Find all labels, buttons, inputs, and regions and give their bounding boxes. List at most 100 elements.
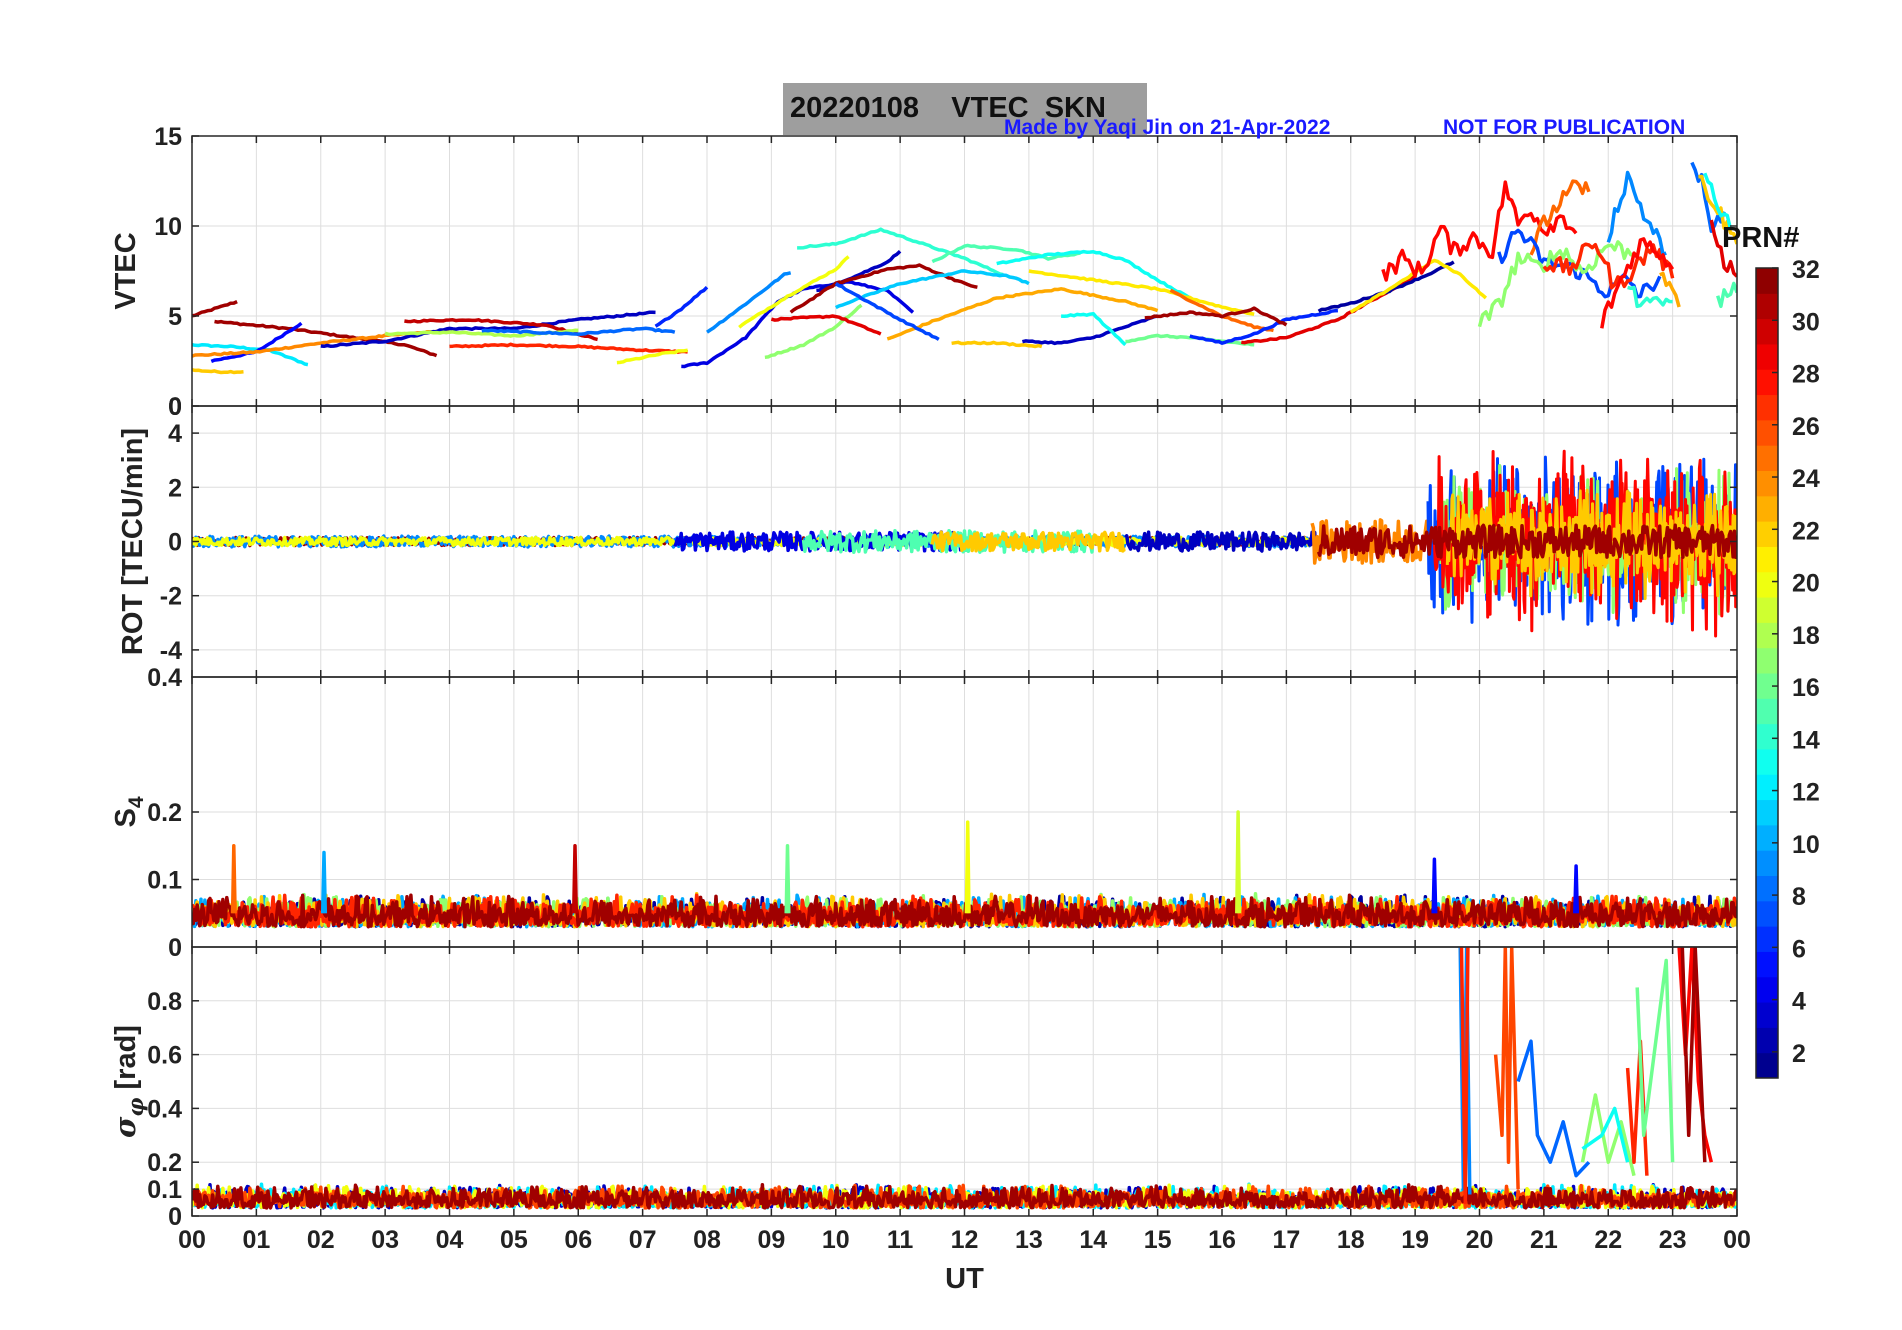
colorbar-frame <box>1755 267 1779 1079</box>
x-tick-label: 11 <box>887 1226 914 1254</box>
vtec-series-prn-9 <box>1606 170 1667 257</box>
colorbar-label: PRN# <box>1722 222 1800 254</box>
x-tick-label: 12 <box>951 1226 979 1254</box>
colorbar-tick-label: 18 <box>1792 622 1820 650</box>
x-tick-label: 19 <box>1401 1226 1429 1254</box>
burst-prn-27 <box>1459 947 1470 1205</box>
y-tick-label: 4 <box>168 420 182 448</box>
y-tick-label-top: 0 <box>168 393 182 421</box>
vtec-series-prn-8 <box>481 326 676 336</box>
colorbar-swatch <box>1756 369 1778 396</box>
burst-prn-17 <box>1580 1093 1636 1177</box>
colorbar-tick-label: 8 <box>1792 883 1806 911</box>
x-tick-label: 02 <box>307 1226 335 1254</box>
vtec-series-prn-3 <box>816 249 902 293</box>
x-tick-label: 13 <box>1015 1226 1043 1254</box>
colorbar-tick-label: 16 <box>1792 674 1820 702</box>
vtec-series-prn-29 <box>1709 219 1737 278</box>
x-tick-label: 00 <box>178 1226 206 1254</box>
vtec-series-prn-25 <box>1529 179 1591 256</box>
spike-prn-5 <box>1573 864 1580 914</box>
x-tick-label: 14 <box>1079 1226 1107 1254</box>
vtec-series-prn-20 <box>616 348 688 365</box>
vtec-series-prn-6 <box>654 285 709 328</box>
y-axis-label: VTEC <box>110 232 142 309</box>
spike-prn-20 <box>964 820 971 914</box>
y-tick-label-top: 0.4 <box>147 664 182 692</box>
x-tick-label: 09 <box>757 1226 785 1254</box>
y-tick-label: 2 <box>168 474 182 502</box>
colorbar-swatch <box>1756 824 1778 851</box>
vtec-series-prn-3 <box>320 310 656 349</box>
vtec-series-prn-7 <box>834 282 940 341</box>
colorbar-swatch <box>1756 622 1778 649</box>
colorbar-swatch <box>1756 470 1778 497</box>
vtec-series-prn-12 <box>192 342 309 367</box>
vtec-series-prn-27 <box>449 342 688 354</box>
y-tick-label: 15 <box>154 123 182 151</box>
y-tick-label: 0.1 <box>147 1176 182 1204</box>
vtec-series-prn-23 <box>1659 271 1681 308</box>
vtec-series-prn-9 <box>706 271 792 334</box>
rot-series-prn-31 <box>1316 523 1737 560</box>
colorbar-swatch <box>1756 850 1778 876</box>
series-group <box>192 449 1737 638</box>
vtec-series-prn-13 <box>1061 311 1127 347</box>
burst-prn-26 <box>1493 947 1520 1190</box>
vtec-series-prn-31 <box>1144 306 1288 327</box>
x-tick-label: 10 <box>822 1226 850 1254</box>
series-group <box>192 161 1737 375</box>
spike-prn-16 <box>784 844 791 914</box>
colorbar-swatch <box>1756 647 1778 674</box>
title-box <box>783 83 1147 135</box>
grid <box>192 136 1737 406</box>
y-tick-label: 0 <box>168 393 182 421</box>
vtec-series-prn-8 <box>1690 161 1726 233</box>
colorbar-swatch <box>1756 445 1778 471</box>
colorbar-tick-label: 24 <box>1792 465 1820 493</box>
colorbar-tick-label: 28 <box>1792 361 1820 389</box>
colorbar-tick-label: 14 <box>1792 726 1820 754</box>
vtec-series-prn-7 <box>1497 228 1662 299</box>
x-tick-label: 15 <box>1144 1226 1172 1254</box>
vtec-series-prn-14 <box>1627 285 1673 309</box>
colorbar-swatch <box>1756 546 1778 573</box>
vtec-series-prn-29 <box>770 314 882 336</box>
colorbar-swatch <box>1756 926 1778 952</box>
y-tick-label: 0.4 <box>147 1095 182 1123</box>
vtec-series-prn-28 <box>1381 180 1578 282</box>
vtec-series-prn-21 <box>1028 269 1255 316</box>
vtec-series-prn-17 <box>1477 240 1635 328</box>
colorbar-swatch <box>1756 951 1778 978</box>
x-tick-label: 01 <box>242 1226 270 1254</box>
x-axis-label: UT <box>945 1263 984 1295</box>
y-tick-label: 0.6 <box>147 1042 182 1070</box>
vtec-series-prn-31 <box>192 300 238 318</box>
rot-series-prn-3 <box>1124 530 1321 553</box>
x-tick-label: 20 <box>1466 1226 1494 1254</box>
x-tick-label: 18 <box>1337 1226 1365 1254</box>
y-tick-label-top: 0 <box>168 934 182 962</box>
vtec-series-prn-13 <box>996 249 1191 300</box>
y-tick-label: 5 <box>168 303 182 331</box>
vtec-series-prn-22 <box>1698 174 1737 245</box>
y-axis-label: σφ [rad] <box>108 1025 148 1138</box>
colorbar-swatch <box>1756 875 1778 902</box>
colorbar-swatch <box>1756 774 1778 801</box>
colorbar-tick-label: 10 <box>1792 831 1820 859</box>
colorbar-tick-label: 6 <box>1792 935 1806 963</box>
colorbar-tick-label: 32 <box>1792 256 1820 284</box>
colorbar-tick-label: 2 <box>1792 1040 1806 1068</box>
x-tick-label: 06 <box>564 1226 592 1254</box>
colorbar-swatch <box>1756 571 1778 598</box>
colorbar-swatch <box>1756 799 1778 826</box>
y-axis-label: S4 <box>110 796 148 827</box>
vtec-series-prn-15 <box>931 243 1081 264</box>
colorbar-swatch <box>1756 521 1778 547</box>
series-prn-31 <box>192 893 1737 929</box>
vtec-series-prn-11 <box>834 269 1030 310</box>
